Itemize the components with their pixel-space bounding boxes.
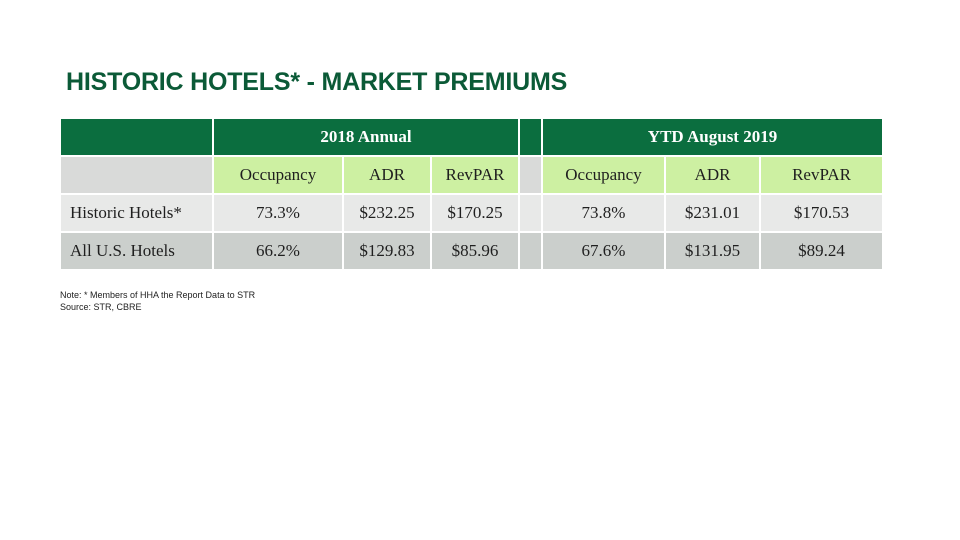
metric-occupancy-ytd: Occupancy [543, 157, 664, 193]
row-label-historic-hotels: Historic Hotels* [61, 195, 212, 231]
spacer-cell [520, 195, 541, 231]
period-header-row: 2018 Annual YTD August 2019 [61, 119, 883, 155]
period-ytd-header: YTD August 2019 [543, 119, 883, 155]
us-adr-ytd: $131.95 [666, 233, 759, 269]
historic-adr-ytd: $231.01 [666, 195, 759, 231]
us-occupancy-ytd: 67.6% [543, 233, 664, 269]
us-revpar-ytd: $89.24 [761, 233, 883, 269]
metric-adr-2018: ADR [344, 157, 430, 193]
footnote-note: Note: * Members of HHA the Report Data t… [60, 290, 256, 300]
historic-occupancy-ytd: 73.8% [543, 195, 664, 231]
row-label-all-us-hotels: All U.S. Hotels [61, 233, 212, 269]
us-adr-2018: $129.83 [344, 233, 430, 269]
metric-corner-cell [61, 157, 212, 193]
spacer-cell [520, 233, 541, 269]
footnote-source: Source: STR, CBRE [60, 302, 142, 312]
table-row: Historic Hotels* 73.3% $232.25 $170.25 7… [61, 195, 883, 231]
slide-title: HISTORIC HOTELS* - MARKET PREMIUMS [66, 68, 568, 96]
spacer-cell [520, 157, 541, 193]
metric-revpar-2018: RevPAR [432, 157, 518, 193]
period-2018-header: 2018 Annual [214, 119, 518, 155]
table-row: All U.S. Hotels 66.2% $129.83 $85.96 67.… [61, 233, 883, 269]
historic-adr-2018: $232.25 [344, 195, 430, 231]
market-premiums-table: 2018 Annual YTD August 2019 Occupancy AD… [59, 117, 884, 271]
metric-revpar-ytd: RevPAR [761, 157, 883, 193]
historic-revpar-ytd: $170.53 [761, 195, 883, 231]
historic-revpar-2018: $170.25 [432, 195, 518, 231]
corner-cell [61, 119, 212, 155]
historic-occupancy-2018: 73.3% [214, 195, 342, 231]
us-occupancy-2018: 66.2% [214, 233, 342, 269]
metric-adr-ytd: ADR [666, 157, 759, 193]
metric-occupancy-2018: Occupancy [214, 157, 342, 193]
footnotes: Note: * Members of HHA the Report Data t… [60, 289, 255, 313]
metric-header-row: Occupancy ADR RevPAR Occupancy ADR RevPA… [61, 157, 883, 193]
us-revpar-2018: $85.96 [432, 233, 518, 269]
spacer-cell [520, 119, 541, 155]
